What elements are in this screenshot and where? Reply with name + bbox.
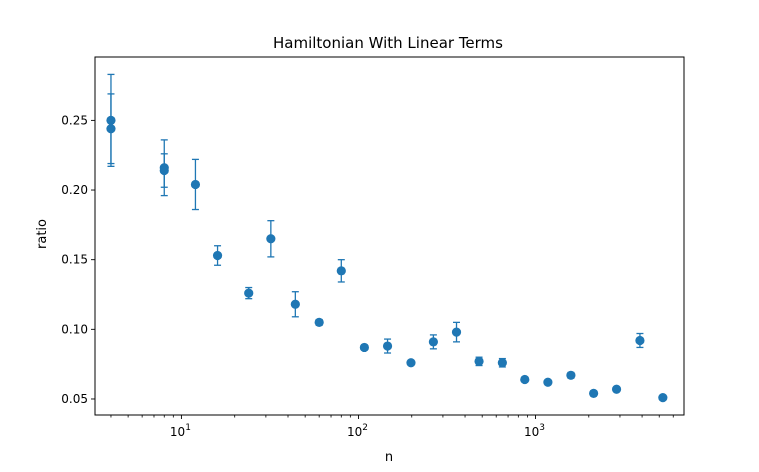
x-tick-label: 103 — [524, 423, 545, 439]
data-point — [635, 335, 645, 346]
data-point — [359, 342, 369, 353]
data-point — [159, 165, 169, 176]
data-point — [190, 179, 201, 190]
x-axis-label: n — [385, 450, 393, 465]
data-point — [520, 374, 530, 385]
data-point — [266, 234, 276, 244]
data-point — [106, 115, 116, 125]
data-point — [474, 356, 484, 366]
data-point — [106, 124, 116, 134]
chart-title: Hamiltonian With Linear Terms — [273, 34, 503, 52]
data-point — [497, 358, 507, 368]
data-point — [382, 341, 393, 351]
x-tick-label: 101 — [170, 423, 191, 439]
data-point — [543, 377, 553, 387]
data-point — [406, 358, 416, 368]
data-point — [566, 370, 576, 380]
x-axis-ticks: 101 102 103 — [110, 415, 674, 439]
data-point — [212, 250, 223, 261]
data-point — [290, 299, 300, 309]
x-tick-label: 102 — [347, 423, 368, 439]
data-point — [611, 384, 622, 394]
data-point — [244, 288, 254, 298]
data-point — [336, 266, 346, 276]
data-point — [428, 337, 438, 347]
y-axis-label: ratio — [35, 219, 50, 249]
y-tick-label: 0.15 — [61, 253, 88, 267]
y-tick-label: 0.10 — [61, 322, 88, 336]
plot-area — [94, 56, 685, 416]
plot-frame — [94, 56, 685, 416]
data-points — [106, 115, 668, 403]
y-tick-label: 0.25 — [61, 113, 88, 127]
data-point — [658, 392, 668, 403]
y-axis-ticks: 0.05 0.10 0.15 0.20 0.25 — [61, 113, 95, 406]
y-tick-label: 0.05 — [61, 392, 88, 406]
y-tick-label: 0.20 — [61, 183, 88, 197]
data-point — [451, 327, 462, 337]
data-point — [589, 388, 599, 399]
data-point — [314, 317, 324, 327]
